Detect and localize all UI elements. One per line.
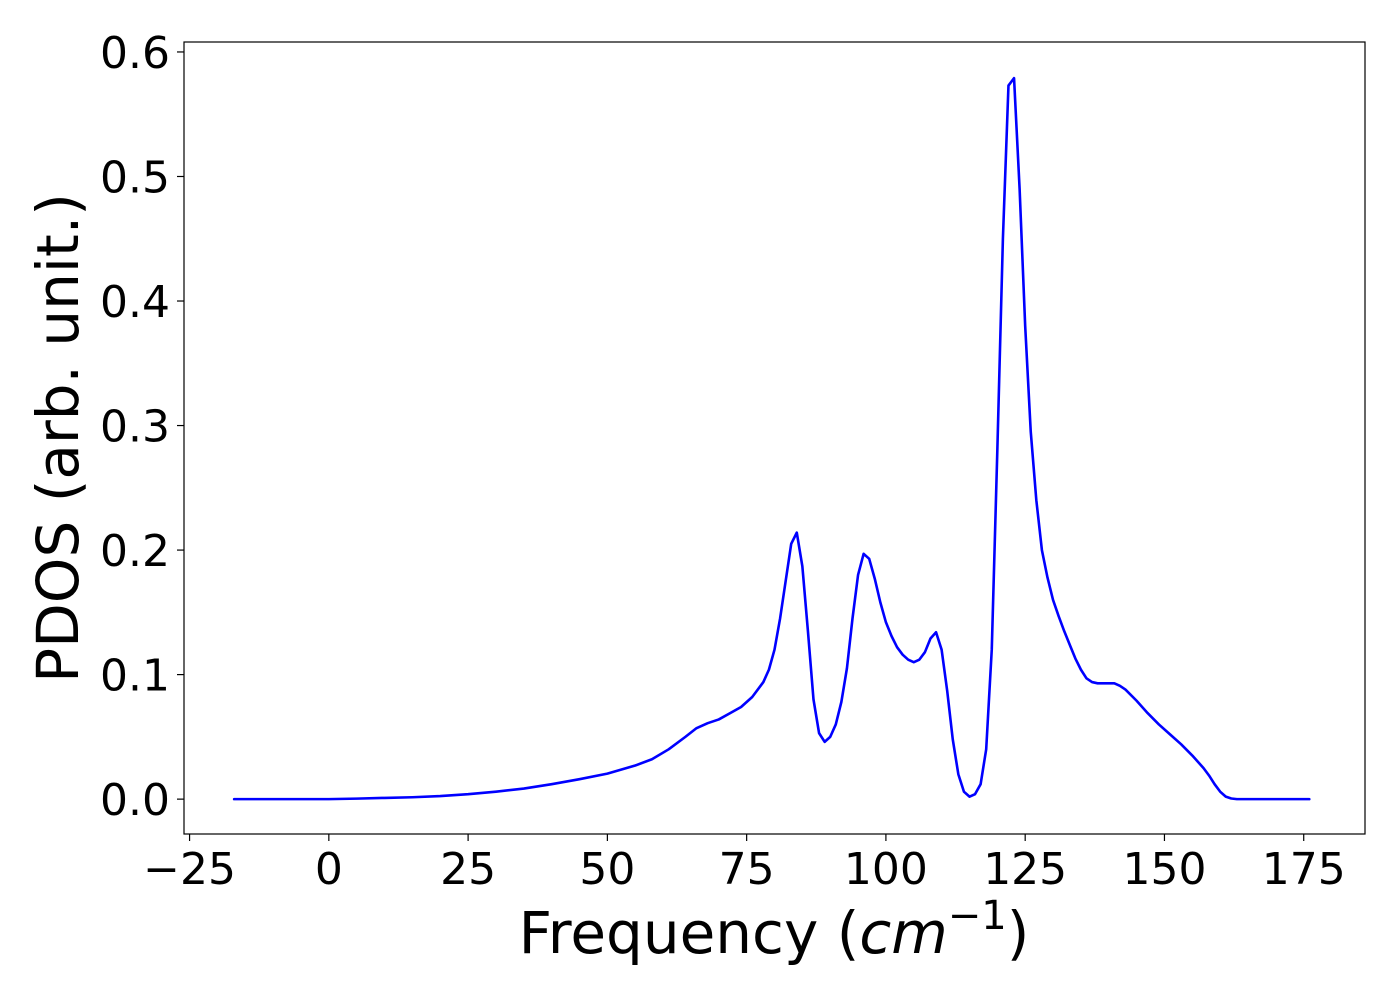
y-tick-label: 0.6 [100, 28, 170, 79]
x-axis-label-close: ) [1007, 899, 1030, 967]
y-axis-label: PDOS (arb. unit.) [24, 193, 92, 683]
x-axis-ticks: −25 0 25 50 75 100 125 150 175 [143, 834, 1346, 895]
y-tick-label: 0.0 [100, 775, 170, 826]
x-tick-label: 100 [844, 844, 928, 895]
x-axis-label-unit: cm [859, 899, 947, 967]
x-tick-label: 150 [1122, 844, 1206, 895]
x-tick-label: 75 [719, 844, 775, 895]
y-tick-label: 0.4 [100, 277, 170, 328]
x-axis-label: Frequency (cm−1) [519, 893, 1030, 967]
x-tick-label: 175 [1262, 844, 1346, 895]
y-tick-label: 0.1 [100, 651, 170, 702]
x-axis-label-text: Frequency ( [519, 899, 860, 967]
x-tick-label: 50 [579, 844, 635, 895]
x-tick-label: −25 [143, 844, 236, 895]
y-tick-label: 0.5 [100, 152, 170, 203]
x-tick-label: 125 [983, 844, 1067, 895]
plot-frame [183, 41, 1366, 835]
y-axis-ticks: 0.0 0.1 0.2 0.3 0.4 0.5 0.6 [100, 28, 184, 826]
x-tick-label: 0 [315, 844, 343, 895]
y-tick-label: 0.3 [100, 402, 170, 453]
y-tick-label: 0.2 [100, 526, 170, 577]
x-tick-label: 25 [440, 844, 496, 895]
pdos-series-line [232, 76, 1311, 801]
x-axis-label-exponent: −1 [948, 893, 1007, 939]
